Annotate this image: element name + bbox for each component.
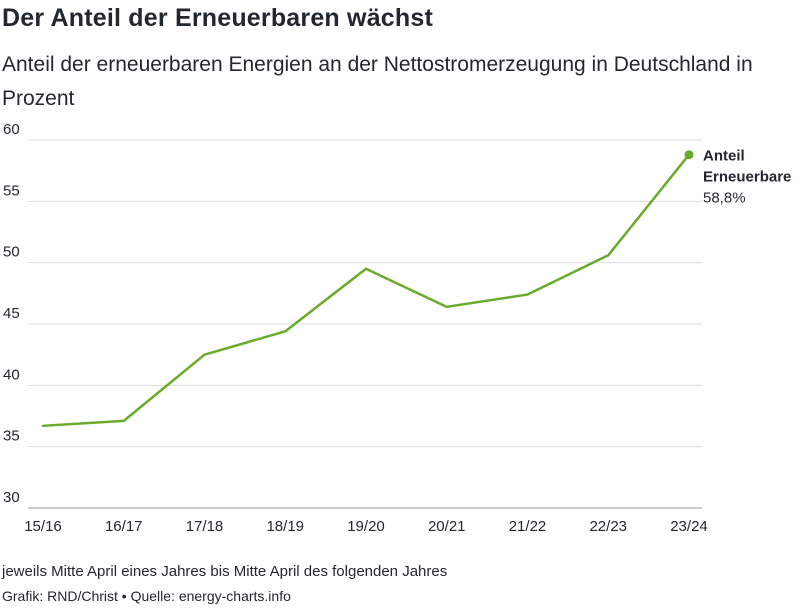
series-line <box>41 153 691 428</box>
end-point-marker <box>684 150 694 160</box>
y-tick-label: 45 <box>3 305 20 322</box>
x-tick-label: 21/22 <box>509 518 547 535</box>
footnote: jeweils Mitte April eines Jahres bis Mit… <box>2 563 448 580</box>
end-label-series: Erneuerbare <box>703 169 791 186</box>
end-label-value: 58,8% <box>703 190 746 207</box>
end-label-title: Anteil <box>703 148 745 165</box>
source-credit: Grafik: RND/Christ • Quelle: energy-char… <box>2 588 291 604</box>
y-tick-label: 60 <box>3 121 20 138</box>
y-tick-label: 35 <box>3 428 20 445</box>
x-tick-label: 19/20 <box>347 518 385 535</box>
x-tick-label: 15/16 <box>24 518 62 535</box>
y-tick-label: 55 <box>3 182 20 199</box>
x-tick-label: 18/19 <box>266 518 304 535</box>
chart-subtitle: Anteil der erneuerbaren Energien an der … <box>2 53 753 110</box>
y-tick-label: 50 <box>3 244 20 261</box>
chart-title: Der Anteil der Erneuerbaren wächst <box>2 4 434 32</box>
x-tick-label: 20/21 <box>428 518 466 535</box>
y-tick-label: 30 <box>3 489 20 506</box>
line-chart: 30 35 40 45 50 55 60 15/16 16/17 17/18 18/19 19/20… <box>3 121 791 535</box>
x-tick-label: 22/23 <box>589 518 627 535</box>
x-tick-label: 16/17 <box>105 518 143 535</box>
x-tick-label: 17/18 <box>186 518 224 535</box>
y-tick-label: 40 <box>3 366 20 383</box>
x-tick-label: 23/24 <box>670 518 708 535</box>
